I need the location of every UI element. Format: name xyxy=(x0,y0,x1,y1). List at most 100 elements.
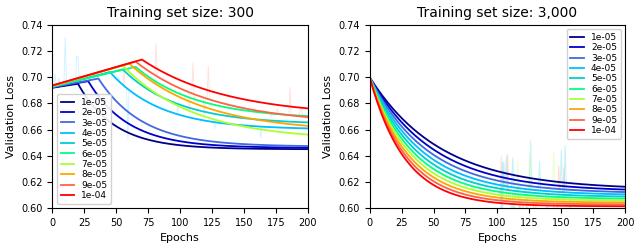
Line: 2e-05: 2e-05 xyxy=(370,77,625,189)
3e-05 xyxy=(600,190,607,193)
4e-05 xyxy=(504,185,511,188)
6e-05 xyxy=(304,115,312,118)
5e-05 xyxy=(366,76,374,79)
2e-05 xyxy=(84,80,92,83)
2e-05 xyxy=(621,188,629,191)
1e-05 xyxy=(389,107,397,110)
Line: 3e-05: 3e-05 xyxy=(370,77,625,192)
1e-04 xyxy=(72,77,79,80)
X-axis label: Epochs: Epochs xyxy=(477,234,517,244)
Line: 1e-04: 1e-04 xyxy=(52,60,308,108)
9e-05 xyxy=(284,114,291,117)
9e-05 xyxy=(366,76,374,79)
9e-05 xyxy=(143,68,151,71)
3e-05 xyxy=(95,77,102,80)
9e-05 xyxy=(600,203,607,206)
2e-05 xyxy=(600,187,607,190)
7e-05 xyxy=(504,194,511,197)
8e-05 xyxy=(504,197,511,200)
5e-05 xyxy=(459,178,467,181)
Line: 9e-05: 9e-05 xyxy=(370,77,625,204)
1e-05 xyxy=(74,82,82,85)
8e-05 xyxy=(50,84,58,87)
2e-05 xyxy=(49,86,56,89)
1e-04 xyxy=(600,205,607,208)
Line: 7e-05: 7e-05 xyxy=(370,77,625,200)
7e-05 xyxy=(157,95,165,98)
Line: 7e-05: 7e-05 xyxy=(52,65,308,135)
Legend: 1e-05, 2e-05, 3e-05, 4e-05, 5e-05, 6e-05, 7e-05, 8e-05, 9e-05, 1e-04: 1e-05, 2e-05, 3e-05, 4e-05, 5e-05, 6e-05… xyxy=(566,29,621,139)
4e-05 xyxy=(389,117,397,120)
2e-05 xyxy=(284,146,291,149)
1e-05 xyxy=(600,184,607,187)
1e-04 xyxy=(389,137,397,140)
6e-05 xyxy=(143,74,151,77)
1e-05 xyxy=(72,83,79,86)
1e-04 xyxy=(621,205,629,208)
1e-04 xyxy=(304,107,312,110)
5e-05 xyxy=(157,95,165,98)
7e-05 xyxy=(389,127,397,130)
2e-05 xyxy=(304,146,312,149)
3e-05 xyxy=(304,145,312,148)
Line: 5e-05: 5e-05 xyxy=(52,69,308,123)
7e-05 xyxy=(72,78,79,81)
7e-05 xyxy=(188,110,196,113)
4e-05 xyxy=(50,85,58,88)
4e-05 xyxy=(157,107,165,110)
Line: 9e-05: 9e-05 xyxy=(52,62,308,117)
2e-05 xyxy=(366,76,374,79)
Line: 4e-05: 4e-05 xyxy=(52,72,308,128)
3e-05 xyxy=(157,129,165,132)
8e-05 xyxy=(600,201,607,204)
6e-05 xyxy=(389,124,397,127)
8e-05 xyxy=(367,80,375,83)
Line: 2e-05: 2e-05 xyxy=(52,81,308,148)
4e-05 xyxy=(473,178,481,181)
3e-05 xyxy=(473,174,481,177)
1e-05 xyxy=(304,148,312,151)
7e-05 xyxy=(600,199,607,202)
3e-05 xyxy=(49,86,56,89)
8e-05 xyxy=(366,76,374,79)
1e-05 xyxy=(459,158,467,161)
5e-05 xyxy=(304,121,312,124)
9e-05 xyxy=(72,77,79,80)
5e-05 xyxy=(50,85,58,88)
5e-05 xyxy=(49,85,56,88)
1e-04 xyxy=(473,198,481,201)
5e-05 xyxy=(621,195,629,198)
Y-axis label: Validation Loss: Validation Loss xyxy=(323,75,333,158)
7e-05 xyxy=(366,76,374,79)
5e-05 xyxy=(473,182,481,185)
5e-05 xyxy=(600,195,607,198)
1e-04 xyxy=(50,83,58,86)
9e-05 xyxy=(49,84,56,87)
4e-05 xyxy=(367,79,375,82)
9e-05 xyxy=(389,134,397,137)
9e-05 xyxy=(188,92,196,95)
Legend: 1e-05, 2e-05, 3e-05, 4e-05, 5e-05, 6e-05, 7e-05, 8e-05, 9e-05, 1e-04: 1e-05, 2e-05, 3e-05, 4e-05, 5e-05, 6e-05… xyxy=(57,94,111,204)
6e-05 xyxy=(284,113,291,116)
2e-05 xyxy=(72,82,79,85)
1e-04 xyxy=(143,62,151,64)
2e-05 xyxy=(504,177,511,180)
2e-05 xyxy=(473,169,481,172)
1e-04 xyxy=(49,84,56,87)
8e-05 xyxy=(389,131,397,134)
7e-05 xyxy=(49,85,56,88)
3e-05 xyxy=(143,123,151,125)
8e-05 xyxy=(157,86,165,89)
3e-05 xyxy=(284,144,291,147)
1e-05 xyxy=(49,86,56,89)
1e-05 xyxy=(143,138,151,141)
6e-05 xyxy=(600,197,607,200)
3e-05 xyxy=(188,137,196,140)
6e-05 xyxy=(504,191,511,194)
7e-05 xyxy=(143,86,151,89)
9e-05 xyxy=(157,77,165,80)
5e-05 xyxy=(119,68,127,71)
8e-05 xyxy=(125,62,133,65)
Line: 4e-05: 4e-05 xyxy=(370,77,625,194)
2e-05 xyxy=(50,86,58,89)
